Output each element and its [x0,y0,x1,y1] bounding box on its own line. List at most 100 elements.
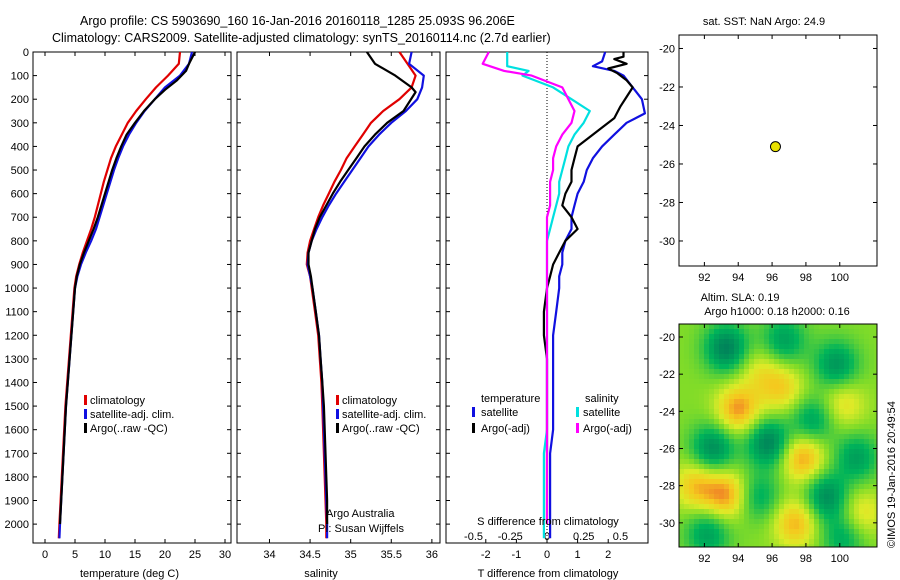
sla-heatmap-cell [869,529,874,534]
series-line-argo-raw-qc- [307,51,417,525]
sla-heatmap-cell [819,424,824,429]
sla-heatmap-cell [819,444,824,449]
sla-heatmap-cell [849,374,854,379]
sla-heatmap-cell [834,489,839,494]
sla-heatmap-cell [684,434,689,439]
sla-heatmap-cell [694,524,699,529]
sla-heatmap-cell [809,529,814,534]
sla-heatmap-cell [829,499,834,504]
sla-heatmap-cell [714,394,719,399]
sla-heatmap-cell [789,409,794,414]
sla-heatmap-cell [804,374,809,379]
sla-heatmap-cell [679,349,684,354]
sla-heatmap-cell [819,484,824,489]
sla-heatmap-cell [684,404,689,409]
sla-heatmap-cell [819,414,824,419]
sla-heatmap-cell [789,384,794,389]
sla-heatmap-cell [729,349,734,354]
sla-heatmap-cell [834,529,839,534]
sla-heatmap-cell [779,464,784,469]
sla-heatmap-cell [789,454,794,459]
sla-heatmap-cell [719,379,724,384]
sla-heatmap-cell [854,439,859,444]
sla-heatmap-cell [874,359,877,364]
sla-heatmap-cell [769,324,774,329]
sla-heatmap-cell [829,444,834,449]
sla-heatmap-cell [719,499,724,504]
sla-heatmap-cell [864,519,869,524]
sla-heatmap-cell [869,474,874,479]
s-difference-tick-label: -0.5 [464,531,483,543]
sla-heatmap-cell [799,429,804,434]
sla-heatmap-cell [679,404,684,409]
sla-heatmap-cell [829,364,834,369]
sla-heatmap-cell [854,379,859,384]
sla-heatmap-cell [849,459,854,464]
sla-heatmap-cell [684,359,689,364]
sla-heatmap-cell [679,534,684,539]
sla-heatmap-cell [814,409,819,414]
sla-heatmap-cell [849,509,854,514]
sla-heatmap-cell [829,374,834,379]
sla-heatmap-cell [689,354,694,359]
sla-heatmap-cell [774,519,779,524]
sla-heatmap-cell [689,359,694,364]
sla-heatmap-cell [709,429,714,434]
sla-heatmap-cell [779,374,784,379]
sla-heatmap-cell [864,359,869,364]
sla-heatmap-cell [714,439,719,444]
legend-swatch [336,409,339,419]
sla-heatmap-cell [829,479,834,484]
s-difference-tick-label: 0 [544,531,550,543]
sla-heatmap-cell [829,514,834,519]
sla-heatmap-cell [759,339,764,344]
sla-heatmap-cell [854,449,859,454]
sla-heatmap-cell [849,384,854,389]
sla-heatmap-cell [864,524,869,529]
sla-map-latitude-label: -20 [659,332,675,344]
sla-heatmap-cell [844,324,849,329]
sla-heatmap-cell [849,424,854,429]
sla-heatmap-cell [724,379,729,384]
sla-heatmap-cell [834,379,839,384]
sla-heatmap-cell [834,329,839,334]
sla-heatmap-cell [829,489,834,494]
sla-heatmap-cell [784,489,789,494]
sla-heatmap-cell [809,379,814,384]
sla-heatmap-cell [834,514,839,519]
sla-heatmap-cell [789,429,794,434]
sla-heatmap-cell [809,384,814,389]
sla-heatmap-cell [829,409,834,414]
sla-heatmap-cell [874,339,877,344]
sla-heatmap-cell [729,379,734,384]
sla-heatmap-cell [704,329,709,334]
sla-heatmap-cell [864,374,869,379]
sla-heatmap-cell [814,344,819,349]
sla-heatmap-cell [744,524,749,529]
sla-heatmap-cell [744,369,749,374]
sla-heatmap-cell [829,464,834,469]
sla-heatmap-cell [729,534,734,539]
sla-heatmap-cell [704,379,709,384]
sla-heatmap-cell [749,429,754,434]
sla-heatmap-cell [704,334,709,339]
sla-heatmap-cell [754,379,759,384]
sla-heatmap-cell [684,484,689,489]
sla-heatmap-cell [804,329,809,334]
sla-heatmap-cell [694,334,699,339]
sla-heatmap-cell [799,534,804,539]
sla-heatmap-cell [719,514,724,519]
sla-heatmap-cell [769,494,774,499]
sla-heatmap-cell [734,374,739,379]
sla-heatmap-cell [864,364,869,369]
sla-heatmap-cell [849,404,854,409]
sla-heatmap-cell [824,484,829,489]
sla-heatmap-cell [679,444,684,449]
sla-heatmap-cell [774,524,779,529]
sla-heatmap-cell [769,509,774,514]
sla-heatmap-cell [859,519,864,524]
sla-heatmap-cell [819,434,824,439]
sla-heatmap-cell [794,359,799,364]
sla-heatmap-cell [714,489,719,494]
sla-heatmap-cell [754,509,759,514]
